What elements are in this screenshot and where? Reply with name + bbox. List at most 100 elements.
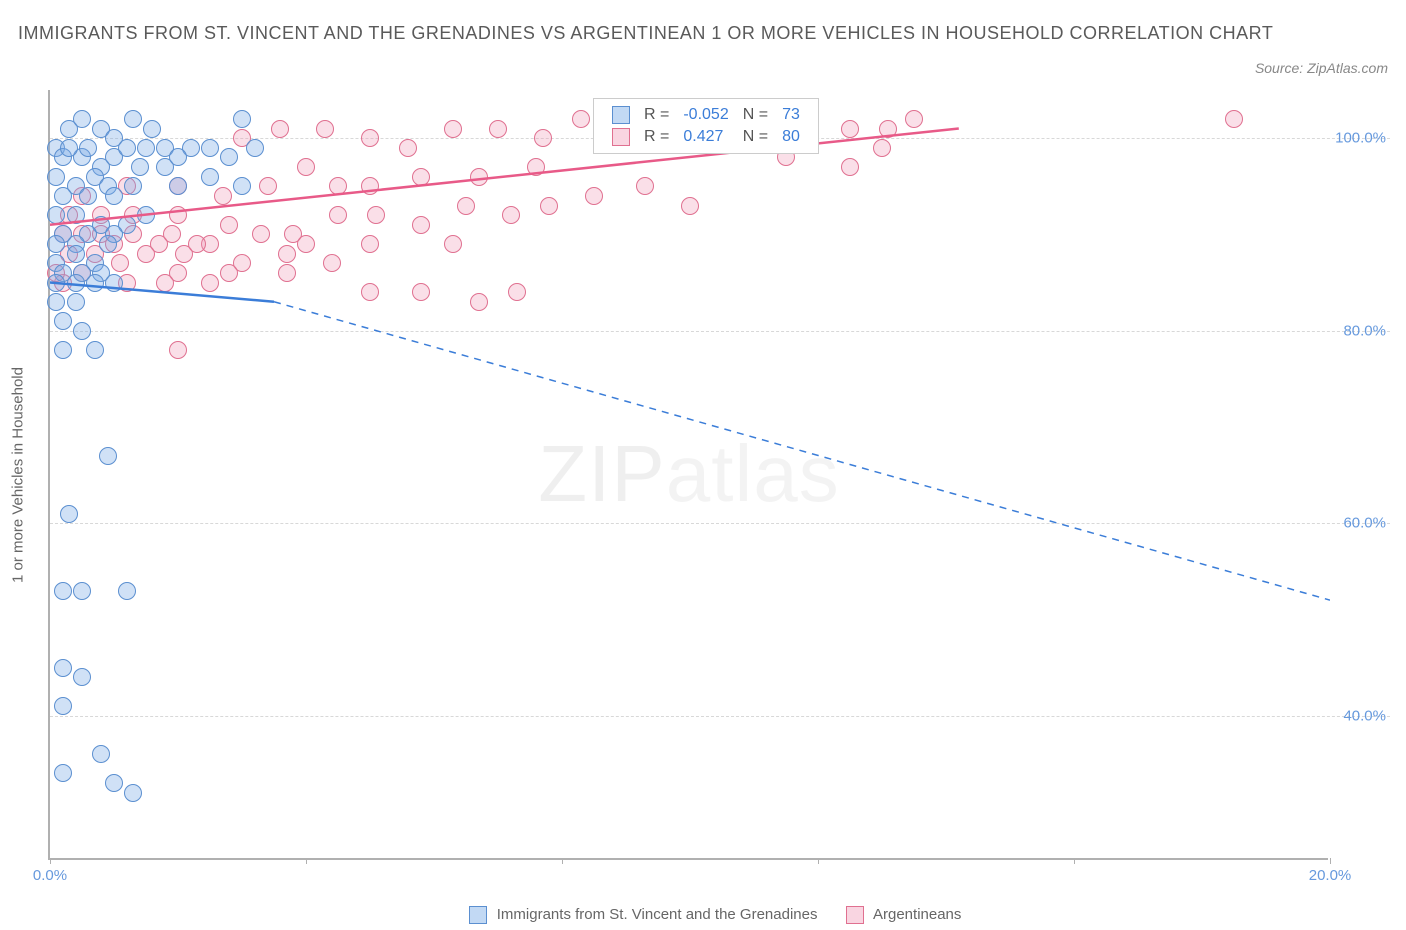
- data-point: [79, 187, 97, 205]
- data-point: [412, 283, 430, 301]
- n-value-blue: 73: [776, 105, 806, 125]
- data-point: [105, 187, 123, 205]
- stats-row-blue: R = -0.052 N = 73: [606, 105, 806, 125]
- x-tick-mark: [50, 858, 51, 864]
- data-point: [201, 139, 219, 157]
- data-point: [201, 168, 219, 186]
- x-tick-mark: [1330, 858, 1331, 864]
- data-point: [169, 148, 187, 166]
- r-label: R =: [638, 127, 675, 147]
- data-point: [54, 764, 72, 782]
- data-point: [367, 206, 385, 224]
- data-point: [54, 312, 72, 330]
- data-point: [470, 168, 488, 186]
- y-tick-label: 40.0%: [1330, 707, 1386, 724]
- data-point: [73, 322, 91, 340]
- data-point: [329, 177, 347, 195]
- swatch-blue-icon: [612, 106, 630, 124]
- data-point: [54, 187, 72, 205]
- data-point: [246, 139, 264, 157]
- data-point: [841, 120, 859, 138]
- r-value-blue: -0.052: [677, 105, 734, 125]
- data-point: [67, 274, 85, 292]
- data-point: [201, 274, 219, 292]
- data-point: [214, 187, 232, 205]
- data-point: [124, 110, 142, 128]
- data-point: [361, 177, 379, 195]
- y-tick-label: 60.0%: [1330, 515, 1386, 532]
- legend-label-blue: Immigrants from St. Vincent and the Gren…: [497, 906, 818, 923]
- x-tick-label: 0.0%: [33, 867, 67, 884]
- data-point: [73, 668, 91, 686]
- data-point: [73, 582, 91, 600]
- legend-swatch-pink-icon: [846, 906, 864, 924]
- data-point: [316, 120, 334, 138]
- data-point: [54, 582, 72, 600]
- data-point: [259, 177, 277, 195]
- r-value-pink: 0.427: [677, 127, 734, 147]
- data-point: [873, 139, 891, 157]
- data-point: [86, 274, 104, 292]
- data-point: [118, 582, 136, 600]
- data-point: [105, 274, 123, 292]
- watermark: ZIPatlas: [538, 428, 839, 520]
- data-point: [412, 168, 430, 186]
- data-point: [79, 139, 97, 157]
- n-value-pink: 80: [776, 127, 806, 147]
- data-point: [841, 158, 859, 176]
- data-point: [73, 110, 91, 128]
- data-point: [220, 148, 238, 166]
- swatch-pink-icon: [612, 128, 630, 146]
- data-point: [54, 659, 72, 677]
- data-point: [527, 158, 545, 176]
- data-point: [444, 235, 462, 253]
- data-point: [60, 139, 78, 157]
- data-point: [502, 206, 520, 224]
- data-point: [169, 341, 187, 359]
- chart-area: 1 or more Vehicles in Household ZIPatlas…: [48, 90, 1388, 860]
- data-point: [470, 293, 488, 311]
- n-label: N =: [737, 127, 774, 147]
- data-point: [220, 216, 238, 234]
- stats-row-pink: R = 0.427 N = 80: [606, 127, 806, 147]
- watermark-bold: ZIP: [538, 429, 665, 518]
- data-point: [47, 293, 65, 311]
- gridline: [50, 716, 1390, 717]
- data-point: [143, 120, 161, 138]
- gridline: [50, 523, 1390, 524]
- data-point: [220, 264, 238, 282]
- data-point: [60, 505, 78, 523]
- data-point: [534, 129, 552, 147]
- x-tick-mark: [1074, 858, 1075, 864]
- plot-region: ZIPatlas 40.0%60.0%80.0%100.0%0.0%20.0%: [48, 90, 1328, 860]
- data-point: [329, 206, 347, 224]
- x-tick-label: 20.0%: [1309, 867, 1352, 884]
- data-point: [137, 139, 155, 157]
- data-point: [169, 177, 187, 195]
- data-point: [361, 235, 379, 253]
- data-point: [99, 235, 117, 253]
- chart-title: IMMIGRANTS FROM ST. VINCENT AND THE GREN…: [18, 20, 1388, 47]
- data-point: [124, 177, 142, 195]
- watermark-light: atlas: [666, 429, 840, 518]
- legend-swatch-blue-icon: [469, 906, 487, 924]
- data-point: [879, 120, 897, 138]
- data-point: [137, 206, 155, 224]
- x-tick-mark: [562, 858, 563, 864]
- data-point: [361, 129, 379, 147]
- data-point: [67, 245, 85, 263]
- y-tick-label: 100.0%: [1330, 130, 1386, 147]
- data-point: [188, 235, 206, 253]
- data-point: [86, 341, 104, 359]
- data-point: [131, 158, 149, 176]
- data-point: [47, 235, 65, 253]
- y-axis-label: 1 or more Vehicles in Household: [10, 367, 27, 583]
- data-point: [92, 745, 110, 763]
- x-tick-mark: [306, 858, 307, 864]
- data-point: [252, 225, 270, 243]
- data-point: [105, 774, 123, 792]
- data-point: [118, 139, 136, 157]
- data-point: [444, 120, 462, 138]
- data-point: [99, 447, 117, 465]
- data-point: [233, 110, 251, 128]
